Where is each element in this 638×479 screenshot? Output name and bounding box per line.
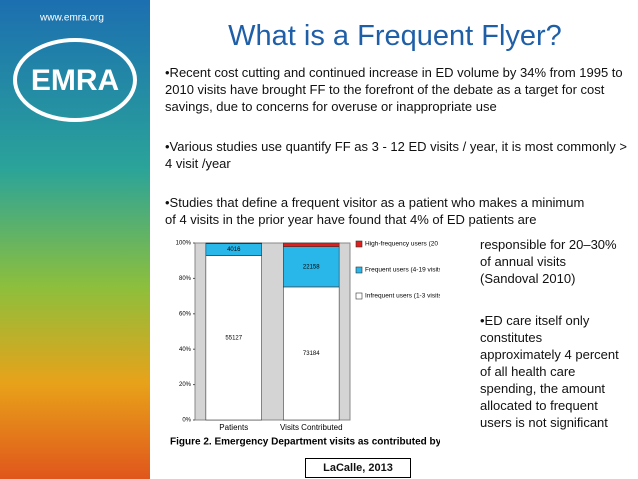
y-tick-label: 0%	[182, 418, 191, 424]
legend-swatch	[355, 292, 363, 300]
legend-label: Infrequent users (1-3 visits)	[365, 293, 440, 300]
bar-segment	[205, 255, 262, 421]
bullet: •Recent cost cutting and continued incre…	[165, 65, 623, 114]
legend-label: High-frequency users (20 or more)	[365, 241, 440, 248]
y-tick-label: 40%	[179, 347, 192, 353]
logo: EMRA	[31, 64, 119, 97]
y-tick-label: 80%	[179, 276, 192, 282]
legend-swatch	[355, 266, 363, 274]
y-tick-label: 60%	[179, 311, 192, 317]
title: What is a Frequent Flyer?	[228, 20, 562, 52]
bar-segment	[205, 242, 262, 244]
value-label: 4016	[227, 247, 241, 253]
y-tick-label: 20%	[179, 382, 192, 388]
bullet: •Studies that define a frequent visitor …	[165, 195, 585, 227]
value-label: 22158	[303, 264, 320, 270]
side-panel: www.emra.org EMRA	[0, 0, 150, 479]
legend-label: Frequent users (4-19 visits)	[365, 267, 440, 274]
site: www.emra.org	[39, 13, 104, 24]
bullet: •Various studies use quantify FF as 3 - …	[165, 139, 628, 171]
value-label: 73184	[303, 351, 320, 357]
value-label: 55127	[225, 335, 242, 341]
legend-swatch	[355, 240, 363, 248]
logo-ring	[13, 38, 137, 122]
citation: LaCalle, 2013	[305, 458, 411, 478]
bar-segment	[283, 242, 340, 247]
side-text: responsible for 20–30% of annual visits …	[480, 237, 617, 286]
caption: Figure 2. Emergency Department visits as…	[170, 437, 440, 448]
panel-bg	[0, 0, 150, 479]
y-tick-label: 100%	[176, 241, 192, 247]
side-text: •ED care itself only constitutes approxi…	[480, 313, 619, 430]
x-tick-label: Visits Contributed	[280, 423, 343, 432]
x-tick-label: Patients	[219, 423, 248, 432]
chart: Figure 2. Emergency Department visits as…	[170, 240, 440, 448]
